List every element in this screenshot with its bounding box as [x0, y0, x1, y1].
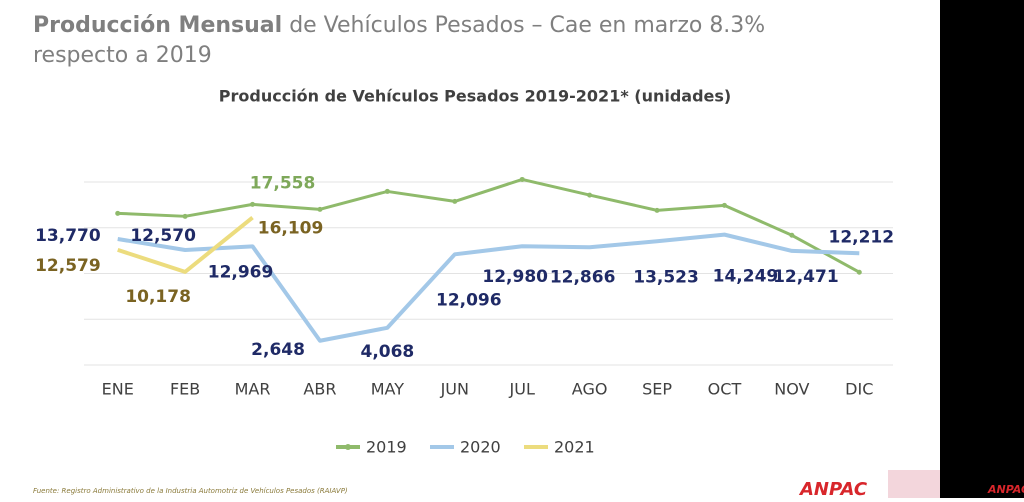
x-tick-label: OCT: [708, 380, 742, 399]
data-label: 10,178: [125, 287, 191, 307]
x-tick-label: NOV: [774, 380, 809, 399]
data-label: 12,471: [773, 267, 839, 287]
series-line: [117, 216, 254, 274]
slide-title-line2: respecto a 2019: [33, 43, 212, 68]
point-marker: [115, 210, 121, 216]
point-marker: [721, 202, 727, 208]
point-marker: [384, 188, 390, 194]
x-tick-label: DIC: [845, 380, 873, 399]
point-marker: [654, 207, 660, 213]
logo-pattern: [888, 470, 940, 498]
x-tick-label: ABR: [303, 380, 336, 399]
legend-label: 2021: [554, 438, 595, 457]
legend-label: 2020: [460, 438, 501, 457]
logo-small: ANPAC: [987, 483, 1024, 496]
x-tick-label: ENE: [102, 380, 134, 399]
logo: ANPAC: [798, 479, 868, 498]
point-marker: [452, 198, 458, 204]
x-tick-label: SEP: [642, 380, 672, 399]
data-label: 13,523: [633, 267, 699, 287]
x-tick-label: MAY: [371, 380, 405, 399]
slide-title: Producción Mensual de Vehículos Pesados …: [33, 13, 765, 38]
data-label: 14,249: [713, 267, 779, 287]
series-line: [117, 177, 861, 274]
x-tick-label: MAR: [235, 380, 271, 399]
point-marker: [856, 269, 862, 275]
point-marker: [182, 213, 188, 219]
point-marker: [587, 192, 593, 198]
x-tick-label: JUL: [509, 380, 535, 399]
point-marker: [317, 206, 323, 212]
point-marker: [789, 232, 795, 238]
data-label: 16,109: [258, 219, 324, 239]
data-label: 4,068: [360, 342, 414, 362]
series-line: [117, 232, 860, 343]
point-marker: [519, 176, 525, 182]
data-label: 12,579: [35, 256, 101, 276]
x-tick-label: FEB: [170, 380, 200, 399]
data-label: 12,096: [436, 290, 502, 310]
legend-marker: [345, 444, 351, 450]
data-label: 13,770: [35, 226, 101, 246]
data-label: 12,969: [208, 262, 274, 282]
point-marker: [250, 201, 256, 207]
data-label: 2,648: [251, 340, 305, 360]
legend-label: 2019: [366, 438, 407, 457]
title-bold: Producción Mensual: [33, 13, 282, 38]
chart-title: Producción de Vehículos Pesados 2019-202…: [219, 87, 731, 106]
data-label: 17,558: [250, 173, 316, 193]
x-tick-label: AGO: [572, 380, 608, 399]
data-label: 12,212: [828, 227, 894, 247]
data-label: 12,980: [482, 267, 548, 287]
x-tick-label: JUN: [440, 380, 469, 399]
side-strip: [940, 0, 1024, 498]
title-rest: de Vehículos Pesados – Cae en marzo 8.3%: [289, 13, 765, 38]
source-note: Fuente: Registro Administrativo de la In…: [33, 487, 348, 495]
data-label: 12,866: [550, 267, 616, 287]
data-label: 12,570: [130, 226, 196, 246]
